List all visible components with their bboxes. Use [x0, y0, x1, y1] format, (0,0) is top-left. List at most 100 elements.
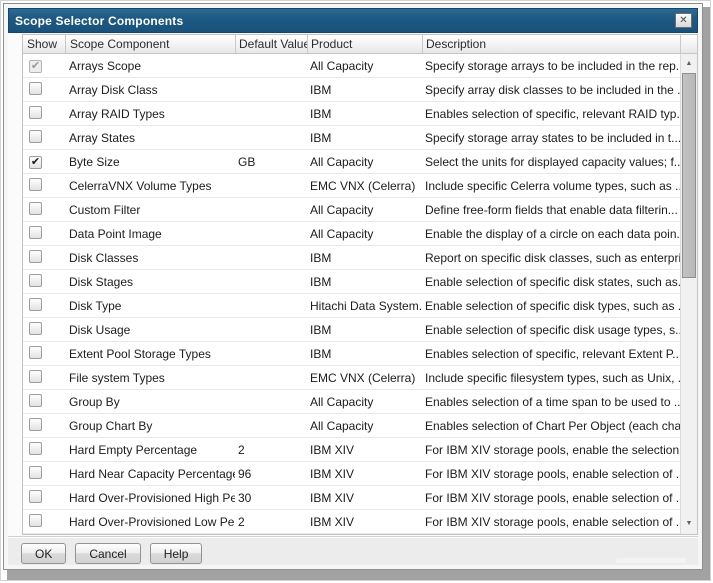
table-row[interactable]: Disk Type Hitachi Data System... Enable se…	[23, 294, 680, 318]
table-row[interactable]: Group By All Capacity Enables selection of…	[23, 390, 680, 414]
show-checkbox[interactable]	[29, 177, 42, 191]
show-checkbox[interactable]	[29, 489, 42, 503]
show-checkbox[interactable]	[29, 345, 42, 359]
column-header-show[interactable]: Show	[27, 37, 58, 51]
scroll-up-icon[interactable]: ▲	[685, 60, 693, 67]
show-cell	[23, 345, 65, 362]
default-value-cell: 2	[238, 514, 245, 529]
ok-button[interactable]: OK	[21, 543, 67, 564]
scroll-thumb[interactable]	[682, 73, 696, 278]
show-checkbox[interactable]	[29, 201, 42, 215]
resize-grip[interactable]	[616, 558, 686, 563]
table-row[interactable]: Hard Over-Provisioned Low Per... 2 IBM XIV…	[23, 510, 680, 534]
description-cell: Include specific Celerra volume types, s…	[425, 178, 680, 193]
table-row[interactable]: Disk Stages IBM Enable selection of specif…	[23, 270, 680, 294]
description-cell: Enable selection of specific disk states…	[425, 274, 680, 289]
vertical-scrollbar[interactable]: ▲ ▼	[680, 54, 697, 534]
show-checkbox[interactable]	[29, 81, 42, 95]
product-cell: All Capacity	[310, 154, 374, 169]
table-row[interactable]: Array States IBM Specify storage array sta…	[23, 126, 680, 150]
show-checkbox[interactable]	[29, 297, 42, 311]
cancel-button[interactable]: Cancel	[75, 543, 141, 564]
table-row[interactable]: ✔ Byte Size GB All Capacity Select the units…	[23, 150, 680, 174]
component-cell: File system Types	[69, 370, 165, 385]
show-cell: ✔	[23, 58, 65, 73]
table-row[interactable]: Hard Near Capacity Percentage 96 IBM XIV Fo…	[23, 462, 680, 486]
component-cell: Disk Stages	[69, 274, 134, 289]
component-cell: Extent Pool Storage Types	[69, 346, 211, 361]
show-cell	[23, 225, 65, 242]
help-button[interactable]: Help	[149, 543, 203, 564]
component-cell: Disk Usage	[69, 322, 131, 337]
show-cell	[23, 369, 65, 386]
table-row[interactable]: File system Types EMC VNX (Celerra) Includ…	[23, 366, 680, 390]
show-checkbox[interactable]: ✔	[29, 60, 42, 73]
show-checkbox[interactable]	[29, 417, 42, 431]
show-cell	[23, 105, 65, 122]
description-cell: Enables selection of specific, relevant …	[425, 346, 680, 361]
show-checkbox[interactable]	[29, 441, 42, 455]
show-cell	[23, 417, 65, 434]
table-row[interactable]: CelerraVNX Volume Types EMC VNX (Celerra)…	[23, 174, 680, 198]
component-cell: Hard Empty Percentage	[69, 442, 198, 457]
description-cell: For IBM XIV storage pools, enable the se…	[425, 442, 680, 457]
table-row[interactable]: Array Disk Class IBM Specify array disk cl…	[23, 78, 680, 102]
show-checkbox[interactable]	[29, 393, 42, 407]
table-row[interactable]: Extent Pool Storage Types IBM Enables sele…	[23, 342, 680, 366]
product-cell: IBM XIV	[310, 466, 355, 481]
product-cell: IBM	[310, 322, 332, 337]
table-row[interactable]: Hard Over-Provisioned High Pe... 30 IBM XI…	[23, 486, 680, 510]
table-row[interactable]: ✔ Arrays Scope All Capacity Specify storage…	[23, 54, 680, 78]
component-cell: Data Point Image	[69, 226, 162, 241]
show-cell	[23, 513, 65, 530]
show-checkbox[interactable]	[29, 273, 42, 287]
component-cell: Arrays Scope	[69, 58, 142, 73]
table-row[interactable]: Hard Empty Percentage 2 IBM XIV For IBM XIV…	[23, 438, 680, 462]
dialog-window: Scope Selector Components ✕ Show Scope C…	[3, 3, 703, 570]
window-shadow-right	[703, 7, 710, 580]
show-checkbox[interactable]	[29, 465, 42, 479]
show-cell	[23, 465, 65, 482]
product-cell: IBM	[310, 130, 332, 145]
show-checkbox[interactable]	[29, 513, 42, 527]
product-cell: IBM	[310, 106, 332, 121]
show-checkbox[interactable]	[29, 225, 42, 239]
product-cell: IBM XIV	[310, 442, 355, 457]
product-cell: IBM	[310, 346, 332, 361]
description-cell: For IBM XIV storage pools, enable select…	[425, 490, 680, 505]
table-row[interactable]: Disk Classes IBM Report on specific disk c…	[23, 246, 680, 270]
show-cell	[23, 441, 65, 458]
description-cell: Select the units for displayed capacity …	[425, 154, 680, 169]
table-row[interactable]: Array RAID Types IBM Enables selection of …	[23, 102, 680, 126]
default-value-cell: GB	[238, 154, 256, 169]
window-shadow-bottom	[7, 570, 710, 580]
column-header-spacer	[680, 35, 697, 53]
show-cell	[23, 393, 65, 410]
table-row[interactable]: Disk Usage IBM Enable selection of specifi…	[23, 318, 680, 342]
components-table: Show Scope Component Default Value Produ…	[22, 34, 698, 535]
default-value-cell: 2	[238, 442, 245, 457]
component-cell: Array RAID Types	[69, 106, 165, 121]
column-header-description[interactable]: Description	[422, 35, 680, 53]
product-cell: EMC VNX (Celerra)	[310, 178, 416, 193]
table-row[interactable]: Custom Filter All Capacity Define free-for…	[23, 198, 680, 222]
scroll-down-icon[interactable]: ▼	[685, 520, 693, 527]
show-checkbox[interactable]	[29, 129, 42, 143]
description-cell: Specify storage arrays to be included in…	[425, 58, 680, 73]
column-header-product[interactable]: Product	[307, 35, 422, 53]
component-cell: CelerraVNX Volume Types	[69, 178, 212, 193]
show-checkbox[interactable]: ✔	[29, 156, 42, 169]
table-row[interactable]: Data Point Image All Capacity Enable the d…	[23, 222, 680, 246]
show-cell	[23, 489, 65, 506]
component-cell: Byte Size	[69, 154, 120, 169]
show-checkbox[interactable]	[29, 249, 42, 263]
show-checkbox[interactable]	[29, 105, 42, 119]
table-row[interactable]: Group Chart By All Capacity Enables select…	[23, 414, 680, 438]
show-checkbox[interactable]	[29, 321, 42, 335]
show-checkbox[interactable]	[29, 369, 42, 383]
close-icon[interactable]: ✕	[675, 13, 692, 28]
dialog-titlebar[interactable]: Scope Selector Components ✕	[8, 8, 698, 33]
column-header-default-value[interactable]: Default Value	[235, 35, 307, 53]
column-header-component[interactable]: Scope Component	[65, 35, 235, 53]
